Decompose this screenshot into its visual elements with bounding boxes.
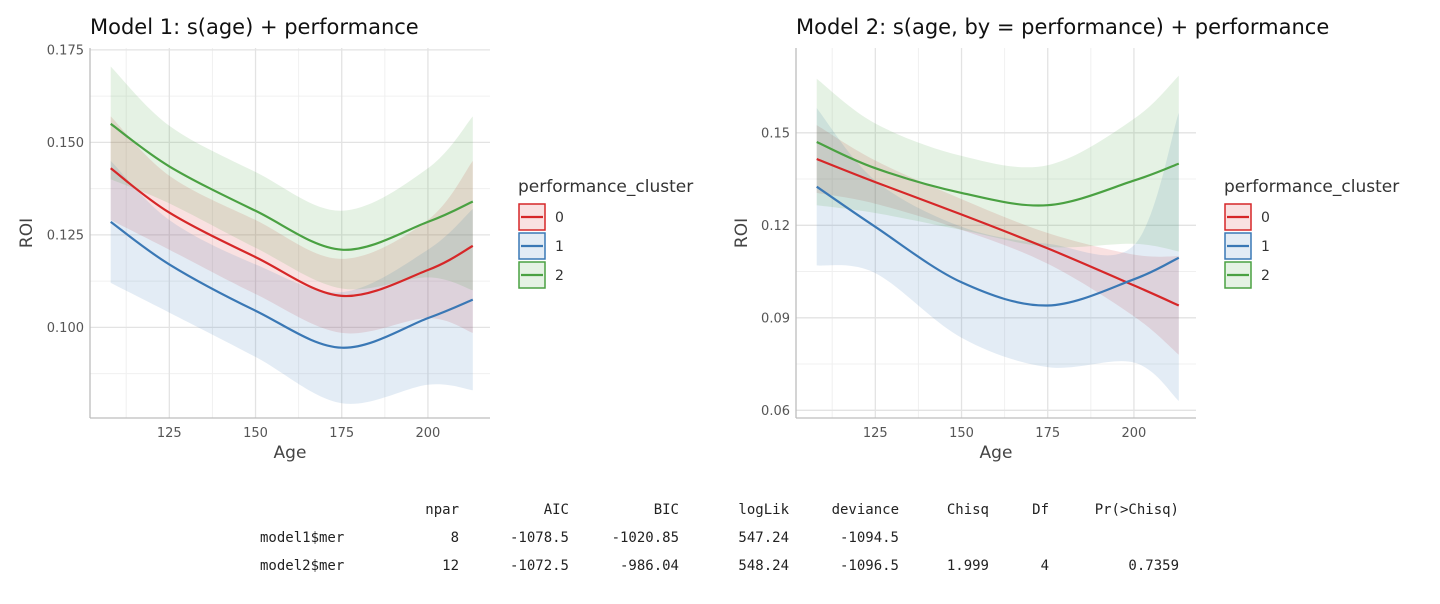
x-tick-label: 125 (863, 426, 888, 441)
fit-line-series-2 (816, 140, 1180, 207)
table-cell: -1078.5 (510, 530, 569, 546)
fit-line-series-0 (816, 157, 1180, 307)
legend-label-1: 1 (1261, 239, 1270, 255)
ci-ribbon-series-2 (816, 75, 1179, 252)
table-row-label: model1$mer (260, 530, 344, 546)
table-cell: 12 (442, 558, 459, 574)
fit-line-series-2 (110, 122, 474, 251)
legend-label-0: 0 (555, 210, 564, 226)
legend-label-2: 2 (555, 268, 564, 284)
table-row-label: model2$mer (260, 558, 344, 574)
legend-title: performance_cluster (518, 177, 693, 197)
ci-ribbon-series-1 (816, 108, 1179, 401)
legend: performance_cluster 0 1 2 (1224, 177, 1399, 289)
legend-label-2: 2 (1261, 268, 1270, 284)
legend: performance_cluster 0 1 2 (518, 177, 693, 289)
chart-title: Model 1: s(age) + performance (90, 15, 419, 39)
anova-table: npar AIC BIC logLik deviance Chisq Df Pr(>Chisq… (260, 502, 1179, 574)
table-header: deviance (832, 502, 899, 518)
ci-ribbon-series-1 (110, 160, 473, 404)
table-cell: -1096.5 (840, 558, 899, 574)
x-axis-label: Age (980, 443, 1013, 463)
y-tick-label: 0.150 (47, 136, 84, 151)
y-axis-label: ROI (17, 218, 37, 248)
table-cell: 547.24 (738, 530, 789, 546)
table-cell: -986.04 (620, 558, 679, 574)
table-cell: -1020.85 (612, 530, 679, 546)
x-tick-label: 200 (1122, 426, 1147, 441)
y-tick-label: 0.09 (761, 311, 790, 326)
legend-label-1: 1 (555, 239, 564, 255)
y-tick-label: 0.125 (47, 228, 84, 243)
y-tick-label: 0.06 (761, 404, 790, 419)
chart-title: Model 2: s(age, by = performance) + perf… (796, 15, 1329, 39)
table-header: Pr(>Chisq) (1095, 502, 1179, 518)
fit-line-series-1 (110, 221, 474, 349)
x-tick-label: 150 (243, 426, 268, 441)
table-header: Df (1032, 502, 1049, 518)
table-header: logLik (738, 502, 789, 518)
table-header: AIC (544, 502, 569, 518)
fit-line-series-0 (110, 167, 474, 298)
model2-chart: Model 2: s(age, by = performance) + perf… (732, 15, 1399, 463)
grid (796, 48, 1196, 418)
legend-title: performance_cluster (1224, 177, 1399, 197)
y-tick-label: 0.100 (47, 321, 84, 336)
table-cell: 0.7359 (1128, 558, 1179, 574)
y-tick-label: 0.15 (761, 126, 790, 141)
ci-ribbon-series-2 (110, 66, 473, 291)
table-cell: -1094.5 (840, 530, 899, 546)
table-cell: 1.999 (947, 558, 989, 574)
grid (90, 48, 490, 418)
table-header: Chisq (947, 502, 989, 518)
y-tick-label: 0.12 (761, 219, 790, 234)
table-cell: 4 (1041, 558, 1049, 574)
table-cell: 8 (451, 530, 459, 546)
model2-panel: Model 2: s(age, by = performance) + perf… (720, 0, 1440, 480)
legend-label-0: 0 (1261, 210, 1270, 226)
x-axis-label: Age (274, 443, 307, 463)
table-cell: -1072.5 (510, 558, 569, 574)
ci-ribbon-series-0 (816, 125, 1179, 355)
table-cell: 548.24 (738, 558, 789, 574)
x-tick-label: 200 (416, 426, 441, 441)
table-header: BIC (654, 502, 679, 518)
fit-line-series-1 (816, 185, 1180, 307)
x-tick-label: 175 (1035, 426, 1060, 441)
model1-panel: Model 1: s(age) + performance 125 150 175 20… (0, 0, 720, 480)
ci-ribbon-series-0 (110, 116, 473, 334)
y-axis-label: ROI (732, 218, 752, 248)
x-tick-label: 150 (949, 426, 974, 441)
x-tick-label: 125 (157, 426, 182, 441)
x-tick-label: 175 (329, 426, 354, 441)
table-header: npar (425, 502, 459, 518)
y-tick-label: 0.175 (47, 43, 84, 58)
